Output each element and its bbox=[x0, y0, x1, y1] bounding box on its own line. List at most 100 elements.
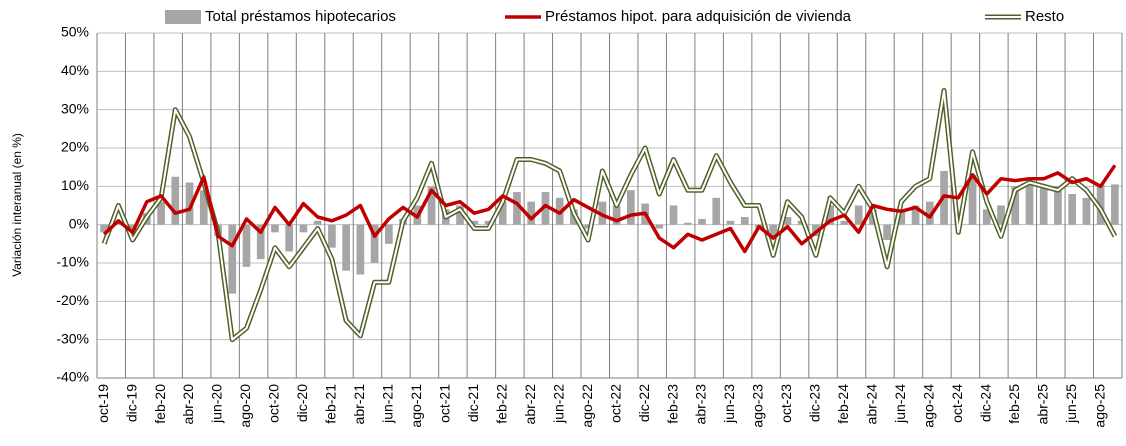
x-tick-label: ago-23 bbox=[750, 384, 766, 428]
bar bbox=[740, 217, 749, 225]
y-tick-label: 10% bbox=[61, 177, 89, 193]
bar bbox=[1039, 186, 1048, 225]
bar bbox=[171, 176, 180, 225]
x-tick-label: jun-24 bbox=[892, 384, 908, 424]
x-tick-label: dic-21 bbox=[465, 384, 481, 422]
bar bbox=[854, 205, 863, 225]
bar bbox=[698, 218, 706, 225]
bar bbox=[328, 224, 336, 248]
bar bbox=[527, 201, 536, 225]
bar bbox=[199, 190, 208, 225]
bar bbox=[313, 220, 322, 225]
bar bbox=[627, 190, 635, 225]
bar bbox=[897, 209, 906, 225]
bar bbox=[114, 222, 123, 225]
x-tick-label: jun-22 bbox=[550, 384, 566, 424]
x-tick-label: feb-23 bbox=[664, 384, 680, 424]
line bbox=[102, 164, 1117, 254]
bar bbox=[427, 186, 436, 225]
x-tick-label: jun-20 bbox=[209, 384, 225, 424]
bar bbox=[925, 201, 934, 225]
x-tick-label: oct-19 bbox=[95, 384, 111, 423]
bar bbox=[1082, 197, 1091, 225]
x-tick-label: ago-20 bbox=[237, 384, 253, 428]
x-tick-label: dic-20 bbox=[294, 384, 310, 422]
bar bbox=[968, 174, 977, 225]
bar bbox=[584, 224, 592, 229]
y-tick-label: 40% bbox=[61, 62, 89, 78]
x-tick-label: feb-22 bbox=[493, 384, 509, 424]
bar bbox=[157, 201, 165, 225]
bar bbox=[285, 224, 294, 252]
bar bbox=[1054, 186, 1062, 225]
legend-label: Resto bbox=[1025, 8, 1064, 25]
y-tick-label: 20% bbox=[61, 139, 89, 155]
y-tick-label: -10% bbox=[56, 254, 89, 270]
x-tick-label: ago-22 bbox=[579, 384, 595, 428]
bar bbox=[1011, 186, 1020, 225]
x-tick-label: dic-22 bbox=[636, 384, 652, 422]
x-tick-label: abr-23 bbox=[693, 384, 709, 425]
x-tick-label: ago-25 bbox=[1091, 384, 1107, 428]
bar bbox=[271, 224, 279, 233]
y-tick-label: 0% bbox=[69, 215, 89, 231]
y-tick-label: -30% bbox=[56, 330, 89, 346]
bar bbox=[1025, 182, 1034, 225]
bar bbox=[769, 224, 778, 237]
double-line-inner bbox=[103, 89, 1116, 341]
x-tick-label: feb-24 bbox=[835, 384, 851, 424]
bar bbox=[384, 224, 393, 244]
bar bbox=[342, 224, 350, 271]
bar bbox=[541, 192, 550, 225]
bar bbox=[840, 220, 849, 225]
bar bbox=[997, 205, 1005, 225]
x-tick-label: abr-24 bbox=[864, 384, 880, 425]
bar bbox=[299, 224, 308, 233]
x-tick-label: abr-20 bbox=[180, 384, 196, 425]
bar bbox=[683, 222, 692, 225]
x-tick-label: dic-19 bbox=[123, 384, 139, 422]
bar bbox=[883, 224, 891, 240]
bar bbox=[726, 220, 735, 225]
bar bbox=[911, 205, 920, 225]
x-tick-label: abr-21 bbox=[351, 384, 367, 425]
x-tick-label: jun-23 bbox=[721, 384, 737, 424]
bar bbox=[783, 217, 792, 225]
bar bbox=[1111, 184, 1119, 225]
bar bbox=[655, 224, 664, 229]
bar bbox=[242, 224, 251, 267]
bar bbox=[712, 197, 721, 225]
x-tick-label: dic-23 bbox=[807, 384, 823, 422]
bar bbox=[100, 224, 108, 233]
x-tick-label: abr-25 bbox=[1034, 384, 1050, 425]
bar bbox=[185, 182, 194, 225]
bar bbox=[669, 205, 678, 225]
bar bbox=[1068, 194, 1077, 225]
x-tick-label: abr-22 bbox=[522, 384, 538, 425]
y-axis-label: Variación interanual (en %) bbox=[10, 133, 24, 277]
bar bbox=[470, 220, 479, 225]
x-tick-label: dic-24 bbox=[977, 384, 993, 422]
legend-swatch bbox=[165, 10, 201, 24]
x-tick-label: ago-24 bbox=[921, 384, 937, 428]
y-tick-label: -20% bbox=[56, 292, 89, 308]
bar bbox=[228, 224, 237, 294]
bar bbox=[370, 224, 379, 263]
y-tick-label: 30% bbox=[61, 100, 89, 116]
x-tick-label: oct-20 bbox=[266, 384, 282, 423]
x-tick-label: oct-21 bbox=[436, 384, 452, 423]
bar bbox=[826, 205, 835, 225]
x-tick-label: oct-22 bbox=[607, 384, 623, 423]
x-tick-label: feb-25 bbox=[1006, 384, 1022, 424]
x-tick-label: ago-21 bbox=[408, 384, 424, 428]
bar bbox=[498, 201, 507, 225]
bar bbox=[128, 224, 137, 231]
bar bbox=[484, 220, 493, 225]
y-tick-label: 50% bbox=[61, 24, 89, 40]
legend-label: Préstamos hipot. para adquisición de viv… bbox=[545, 8, 852, 25]
bar bbox=[612, 205, 621, 225]
bar bbox=[982, 209, 991, 225]
legend-label: Total préstamos hipotecarios bbox=[205, 8, 396, 25]
bar bbox=[356, 224, 365, 275]
